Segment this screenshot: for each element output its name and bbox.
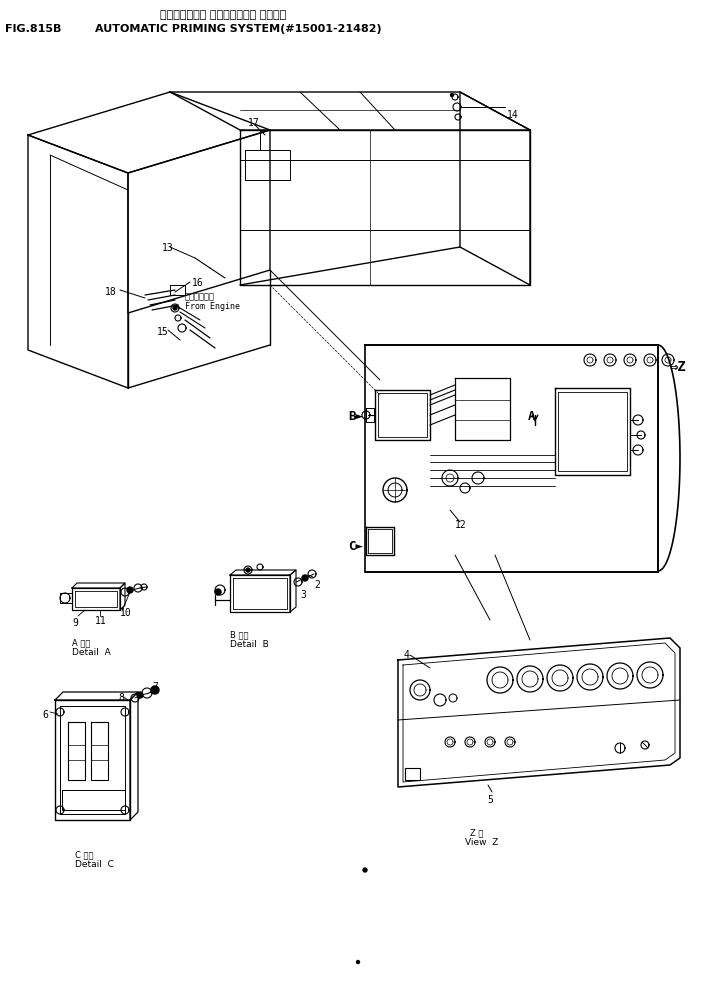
Text: Z 矢: Z 矢 (470, 828, 483, 837)
Text: Detail  A: Detail A (72, 648, 111, 657)
Polygon shape (137, 692, 143, 698)
Text: 3: 3 (300, 590, 306, 600)
Polygon shape (451, 93, 454, 96)
Text: 5: 5 (487, 795, 493, 805)
Polygon shape (151, 686, 159, 694)
Text: エンジンから: エンジンから (185, 292, 215, 301)
Text: 6: 6 (42, 710, 48, 720)
Polygon shape (363, 868, 367, 872)
Text: AUTOMATIC PRIMING SYSTEM(#15001-21482): AUTOMATIC PRIMING SYSTEM(#15001-21482) (95, 24, 382, 34)
Text: Detail  B: Detail B (230, 640, 268, 649)
Text: FIG.815B: FIG.815B (5, 24, 61, 34)
Text: オートマチック プライミング・ システム: オートマチック プライミング・ システム (160, 10, 286, 20)
Text: C 拡大: C 拡大 (75, 850, 93, 859)
Text: B►: B► (348, 410, 363, 423)
Text: B 拡大: B 拡大 (230, 630, 248, 639)
Text: 11: 11 (95, 616, 107, 626)
Text: 15: 15 (157, 327, 169, 337)
Text: C►: C► (348, 540, 363, 553)
Polygon shape (246, 568, 250, 572)
Text: 14: 14 (507, 110, 519, 120)
Polygon shape (215, 589, 221, 595)
Text: 10: 10 (120, 608, 132, 618)
Text: View  Z: View Z (465, 838, 498, 847)
Polygon shape (127, 587, 133, 593)
Polygon shape (302, 575, 308, 581)
Text: 13: 13 (162, 243, 174, 253)
Text: A: A (528, 410, 535, 423)
Text: 18: 18 (105, 287, 117, 297)
Text: 16: 16 (192, 278, 204, 288)
Text: 2: 2 (314, 580, 320, 590)
Text: Detail  C: Detail C (75, 860, 114, 869)
Text: 12: 12 (455, 520, 467, 530)
Text: From Engine: From Engine (185, 302, 240, 311)
Text: 4: 4 (403, 650, 409, 660)
Polygon shape (357, 960, 360, 963)
Text: 17: 17 (248, 118, 260, 128)
Text: ⇒Z: ⇒Z (670, 360, 687, 374)
Text: A 拡大: A 拡大 (72, 638, 90, 647)
Text: 7: 7 (152, 682, 158, 692)
Text: 8: 8 (118, 693, 124, 703)
Text: 9: 9 (72, 618, 78, 628)
Polygon shape (173, 306, 177, 310)
